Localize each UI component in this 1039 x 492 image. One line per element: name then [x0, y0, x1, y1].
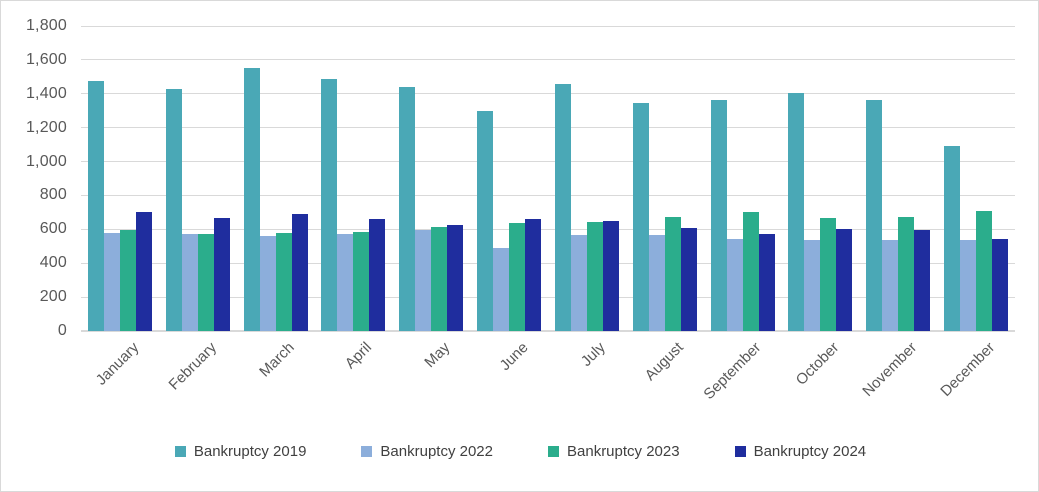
- x-axis-label: February: [165, 339, 220, 394]
- legend-label: Bankruptcy 2022: [380, 443, 493, 460]
- legend: Bankruptcy 2019 Bankruptcy 2022 Bankruptcy…: [1, 443, 1038, 460]
- y-tick-label: 1,200: [25, 118, 67, 136]
- bar: [648, 235, 665, 331]
- gridline: [81, 59, 1015, 61]
- gridline: [81, 161, 1015, 163]
- bar: [602, 220, 619, 331]
- plot-area: 0 200 400 600 800 1,000 1,200 1,400 1,600 1,800 J…: [1, 1, 1038, 431]
- x-axis-label: March: [256, 339, 298, 381]
- bar: [509, 222, 526, 331]
- legend-label: Bankruptcy 2023: [567, 443, 680, 460]
- bar: [836, 229, 853, 331]
- legend-item: Bankruptcy 2022: [361, 443, 493, 460]
- bar: [820, 218, 837, 331]
- bar: [103, 232, 120, 331]
- legend-marker-icon: [734, 446, 746, 457]
- bar: [353, 231, 370, 331]
- legend-marker-icon: [174, 446, 186, 457]
- legend-marker-icon: [548, 446, 559, 457]
- bar: [447, 225, 464, 331]
- bar: [291, 214, 308, 331]
- y-tick-label: 1,000: [25, 152, 67, 170]
- bar: [213, 218, 230, 331]
- bar: [399, 87, 416, 331]
- bar: [944, 146, 961, 331]
- bar: [632, 103, 649, 331]
- bar: [914, 230, 931, 331]
- bar: [477, 110, 494, 331]
- bar: [259, 236, 276, 331]
- y-tick-label: 0: [57, 322, 67, 339]
- bar: [804, 240, 821, 331]
- bar: [415, 230, 432, 331]
- bar: [758, 234, 775, 331]
- bar: [664, 217, 681, 331]
- x-axis-label: June: [496, 339, 532, 375]
- x-axis-label: November: [859, 339, 921, 400]
- bar: [119, 230, 136, 331]
- bar: [976, 210, 993, 331]
- bar: [369, 219, 386, 331]
- y-tick-label: 1,800: [25, 17, 67, 34]
- y-tick-label: 1,400: [25, 84, 67, 102]
- gridline: [81, 127, 1015, 129]
- bar: [960, 239, 977, 331]
- gridline: [81, 194, 1015, 196]
- x-axis-label: May: [421, 339, 454, 372]
- legend-label: Bankruptcy 2024: [753, 443, 867, 460]
- legend-item: Bankruptcy 2023: [548, 443, 680, 460]
- bar: [197, 233, 214, 331]
- x-axis-label: October: [792, 339, 843, 389]
- x-axis-label: April: [342, 339, 376, 373]
- bar: [570, 235, 587, 331]
- bar: [710, 99, 727, 331]
- bar: [337, 233, 354, 331]
- bar: [493, 247, 510, 331]
- gridline: [81, 25, 1015, 27]
- y-tick-label: 200: [39, 288, 67, 306]
- gridline: [81, 93, 1015, 95]
- x-axis-line: [81, 330, 1015, 332]
- bar: [431, 226, 448, 331]
- bar: [181, 234, 198, 331]
- legend-item: Bankruptcy 2019: [174, 443, 307, 460]
- x-axis-label: September: [700, 339, 765, 403]
- y-tick-label: 800: [39, 186, 67, 204]
- y-tick-label: 600: [39, 220, 67, 238]
- bar: [680, 227, 697, 331]
- gridline: [81, 228, 1015, 230]
- bar: [992, 238, 1009, 331]
- gridline: [81, 262, 1015, 264]
- bar: [586, 221, 603, 331]
- bar: [135, 212, 152, 331]
- x-axis-label: July: [578, 339, 609, 370]
- gridline: [81, 296, 1015, 298]
- bar: [243, 67, 260, 331]
- bar: [87, 81, 104, 331]
- x-axis-label: August: [641, 339, 687, 385]
- bar: [321, 78, 338, 331]
- bar: [275, 232, 292, 331]
- y-tick-label: 400: [39, 254, 67, 272]
- bar: [525, 219, 542, 331]
- bar: [788, 92, 805, 331]
- legend-marker-icon: [361, 446, 373, 457]
- x-axis-label: December: [937, 339, 999, 400]
- bar: [165, 88, 182, 331]
- bar: [866, 99, 883, 331]
- bar: [882, 239, 899, 331]
- bar: [742, 212, 759, 331]
- x-axis-label: January: [92, 339, 142, 389]
- bar: [898, 217, 915, 331]
- bar: [554, 83, 571, 331]
- y-tick-label: 1,600: [25, 50, 67, 68]
- legend-item: Bankruptcy 2024: [734, 443, 867, 460]
- bar: [726, 238, 743, 331]
- legend-label: Bankruptcy 2019: [193, 443, 307, 460]
